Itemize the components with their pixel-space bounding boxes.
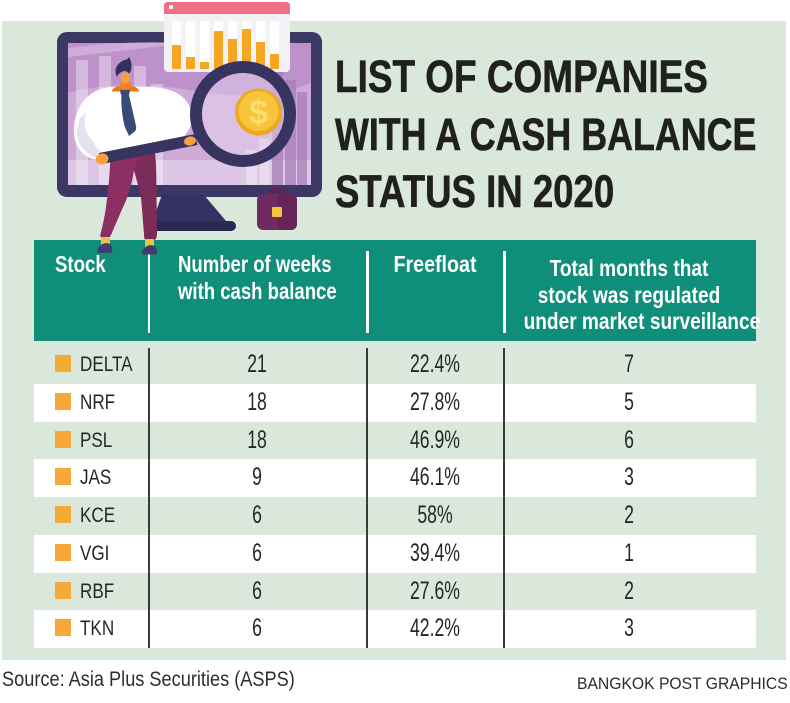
svg-text:$: $ [249, 94, 268, 132]
